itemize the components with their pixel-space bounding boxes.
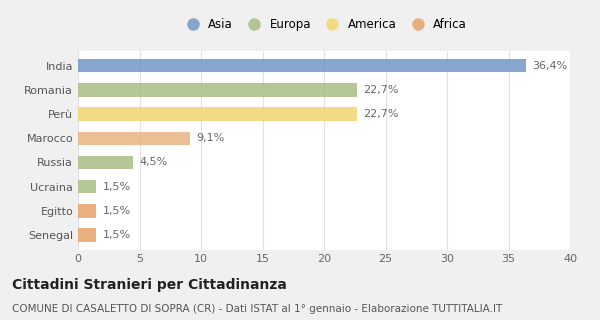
Bar xyxy=(78,83,357,97)
Text: 1,5%: 1,5% xyxy=(103,182,131,192)
Bar xyxy=(78,59,526,72)
Bar xyxy=(78,228,97,242)
Text: 9,1%: 9,1% xyxy=(196,133,224,143)
Legend: Asia, Europa, America, Africa: Asia, Europa, America, Africa xyxy=(176,13,472,36)
Text: Cittadini Stranieri per Cittadinanza: Cittadini Stranieri per Cittadinanza xyxy=(12,278,287,292)
Text: 1,5%: 1,5% xyxy=(103,230,131,240)
Text: 1,5%: 1,5% xyxy=(103,206,131,216)
Text: 22,7%: 22,7% xyxy=(364,85,399,95)
Text: COMUNE DI CASALETTO DI SOPRA (CR) - Dati ISTAT al 1° gennaio - Elaborazione TUTT: COMUNE DI CASALETTO DI SOPRA (CR) - Dati… xyxy=(12,304,502,314)
Bar xyxy=(78,132,190,145)
Bar xyxy=(78,108,357,121)
Bar xyxy=(78,156,133,169)
Bar xyxy=(78,180,97,193)
Bar xyxy=(78,204,97,218)
Text: 4,5%: 4,5% xyxy=(139,157,168,167)
Text: 22,7%: 22,7% xyxy=(364,109,399,119)
Text: 36,4%: 36,4% xyxy=(532,61,567,71)
